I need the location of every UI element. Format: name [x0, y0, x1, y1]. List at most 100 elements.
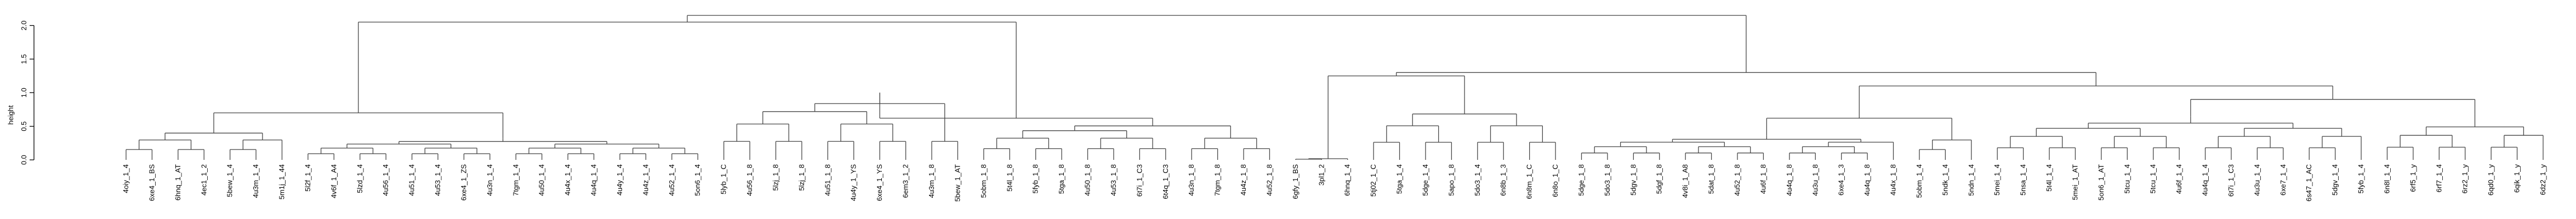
leaf-label: 4u53_1_4: [434, 164, 442, 196]
leaf-label: 6rf5_1_y: [2409, 164, 2417, 192]
leaf-label: 5dgv_1_8: [1629, 164, 1637, 195]
leaf-label: 5ndk_1_4: [1941, 164, 1949, 195]
leaf-label: 6t7i_1_C3: [1135, 164, 1143, 197]
leaf-label: 5do3_1_8: [1603, 164, 1611, 196]
leaf-label: 5tga_1_4: [1395, 164, 1404, 194]
leaf-label: 4u50_1_4: [538, 164, 546, 196]
leaf-label: 4u52_1_4: [668, 164, 676, 196]
leaf-label: 6hnq_1_AT: [174, 164, 182, 200]
leaf-label: 4u4z_1_8: [1239, 164, 1247, 195]
leaf-label: 6dz2_1_y: [2539, 164, 2547, 195]
leaf-label: 4oiy_1_4: [122, 164, 130, 193]
leaf-label: 5lzd_1_4: [356, 164, 364, 193]
y-tick-label: 2.0: [20, 21, 28, 31]
leaf-label: 6xe4_1_ZS: [459, 164, 468, 201]
leaf-label: 4u4q_1_8: [1785, 164, 1793, 196]
leaf-label: 6n8b_1_3: [1499, 164, 1507, 196]
leaf-label: 4u4q_1_4: [2201, 164, 2209, 196]
leaf-label: 6t7i_1_C3: [2227, 164, 2235, 197]
leaf-label: 5fyb_1_8: [1031, 164, 1040, 194]
leaf-label: 5dat_1_8: [1707, 164, 1716, 194]
leaf-label: 5obm_1_8: [979, 164, 988, 198]
leaf-label: 4u4z_1_4: [641, 164, 649, 195]
y-tick-label: 1.5: [20, 54, 28, 64]
leaf-label: 4u4x_1_4: [563, 164, 572, 195]
leaf-label: 6xe4_1_BS: [147, 164, 156, 201]
leaf-label: 5mei_1_4: [1993, 164, 2001, 195]
leaf-label: 6xe4_1_3: [1837, 164, 1845, 195]
leaf-label: 5lzj_1_8: [797, 164, 806, 191]
leaf-label: 5nsa_1_4: [2019, 164, 2027, 195]
leaf-label: 5bew_1_4: [226, 164, 234, 197]
leaf-label: 5lyb_1_C: [720, 164, 728, 194]
leaf-label: 4u6f_1_4: [2175, 164, 2183, 194]
y-tick-label: 0.5: [20, 122, 28, 131]
leaf-label: 6hnq_1_4: [1343, 164, 1352, 196]
leaf-label: 6qd0_1_y: [2487, 164, 2495, 196]
leaf-label: 5l2f_1_4: [304, 164, 312, 192]
leaf-label: 5bew_1_AT: [953, 164, 961, 201]
leaf-label: 5dgv_1_4: [2331, 164, 2339, 195]
leaf-label: 4u6f_1_8: [1759, 164, 1767, 194]
leaf-label: 6t4q_1_C3: [1161, 164, 1170, 199]
leaf-label: 5t4l_1_4: [2045, 164, 2053, 192]
leaf-label: 3pl1_2: [1317, 164, 1325, 186]
leaf-label: 5ndn_1_4: [1967, 164, 1975, 196]
leaf-label: 5mei_1_AT: [2071, 164, 2079, 200]
leaf-label: 4v6f_1_A4: [329, 164, 338, 198]
y-tick-label: 1.0: [20, 88, 28, 97]
leaf-label: 6rz2_1_y: [2461, 164, 2469, 194]
leaf-label: 6s47_1_AC: [2305, 164, 2313, 201]
leaf-label: 5obm_1_4: [1915, 164, 1923, 198]
leaf-label: 5lzj_1_8: [771, 164, 779, 191]
leaf-label: 6em3_1_2: [902, 164, 910, 198]
leaf-label: 5apo_1_8: [1447, 164, 1455, 196]
leaf-label: 6gfy_1_BS: [1291, 164, 1300, 199]
leaf-label: 4u52_1_8: [1265, 164, 1273, 196]
y-axis-label: height: [7, 105, 15, 125]
leaf-label: 4u4q_1_8: [1863, 164, 1871, 196]
leaf-label: 5tcu_1_4: [2123, 164, 2131, 194]
leaf-label: 5tj02_1_C: [1369, 164, 1377, 197]
leaf-label: 5m1j_1_44: [278, 164, 286, 199]
leaf-label: 5t4l_1_8: [1005, 164, 1013, 192]
leaf-label: 4u4q_1_4: [590, 164, 598, 196]
leaf-label: 6rf7_1_4: [2435, 164, 2443, 192]
leaf-label: 4u51_1_4: [408, 164, 416, 196]
leaf-label: 5do3_1_4: [1473, 164, 1481, 196]
leaf-label: 5tcu_1_4: [2149, 164, 2157, 194]
leaf-label: 4u56_1_4: [381, 164, 390, 196]
leaf-labels: 4oiy_1_4 6xe4_1_BS 6hnq_1_AT 4ec1_1_2 5bew_1…: [122, 164, 2547, 202]
leaf-label: 6n8o_1_C: [1551, 164, 1559, 197]
leaf-label: 4u3n_1_4: [486, 164, 494, 196]
leaf-label: 4u3m_1_8: [927, 164, 936, 198]
leaf-label: 4v8i_1_A8: [1681, 164, 1689, 198]
leaf-label: 5dge_1_4: [1421, 164, 1429, 196]
leaf-label: 6qik_1_y: [2513, 164, 2521, 193]
leaf-label: 4u50_1_8: [1084, 164, 1092, 196]
leaf-label: 6n8l_1_4: [2383, 164, 2391, 194]
leaf-label: 6xe4_1_YS: [875, 164, 884, 201]
dendrogram-branches: [126, 15, 2544, 160]
leaf-label: 4u56_1_8: [745, 164, 754, 196]
leaf-label: 5tga_1_8: [1057, 164, 1065, 194]
leaf-label: 4u4y_1_YS: [850, 164, 858, 201]
leaf-label: 4u53_1_8: [1109, 164, 1118, 196]
leaf-label: 4u3n_1_8: [1187, 164, 1195, 196]
leaf-label: 4u51_1_8: [823, 164, 831, 196]
leaf-label: 4u4y_1_4: [615, 164, 624, 195]
leaf-label: 5fyb_1_4: [2357, 164, 2365, 194]
leaf-label: 5dgf_1_8: [1655, 164, 1663, 194]
leaf-label: 6xe7_1_4: [2279, 164, 2287, 195]
y-tick-label: 0.0: [20, 155, 28, 165]
leaf-label: 7tgm_1_8: [1213, 164, 1222, 196]
leaf-label: 4u4x_1_8: [1889, 164, 1897, 195]
leaf-label: 6n8m_1_C: [1525, 164, 1534, 199]
leaf-label: 5on6_1_4: [693, 164, 702, 196]
y-axis: 0.0 0.5 1.0 1.5 2.0: [20, 21, 35, 165]
leaf-label: 4u3u_1_4: [2253, 164, 2261, 196]
leaf-label: 4u3u_1_8: [1811, 164, 1819, 196]
leaf-label: 7tgm_1_4: [511, 164, 520, 196]
leaf-label: 4u3m_1_4: [252, 164, 260, 198]
